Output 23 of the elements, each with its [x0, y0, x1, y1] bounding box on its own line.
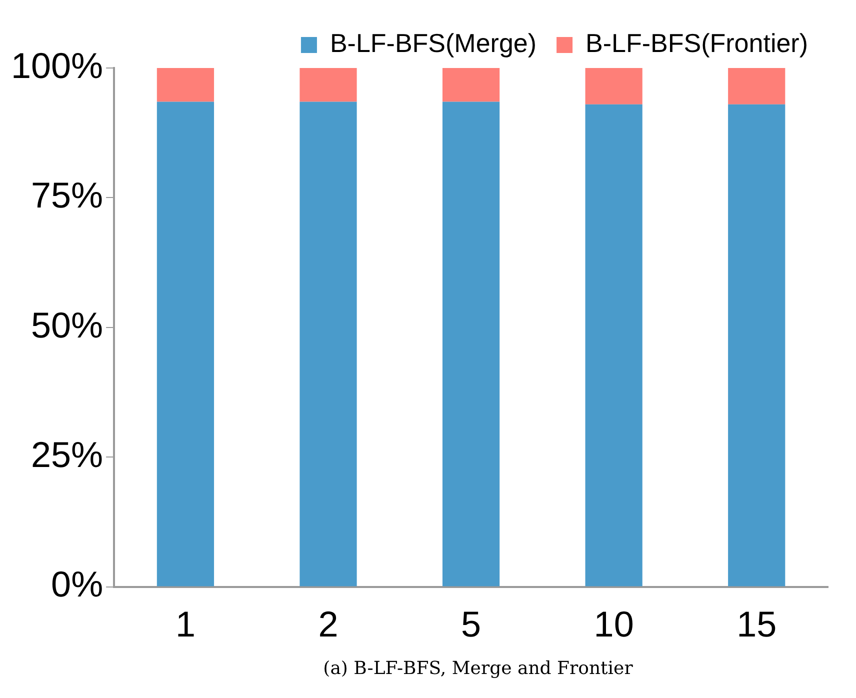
bar — [728, 104, 786, 586]
legend-label: B-LF-BFS(Frontier) — [586, 28, 808, 58]
bar — [156, 68, 214, 102]
x-tick-label: 1 — [175, 603, 196, 644]
x-tick-label: 5 — [461, 603, 482, 644]
text: (a) B-LF-BFS, Merge and Frontier — [322, 658, 634, 679]
x-tick-label: 15 — [736, 603, 777, 644]
bar — [585, 104, 642, 586]
y-tick-label: 25% — [31, 434, 104, 476]
legend-label: B-LF-BFS(Merge) — [330, 28, 537, 58]
y-tick-label: 75% — [31, 174, 104, 216]
bar — [442, 102, 500, 586]
bar — [156, 102, 214, 586]
y-tick-label: 50% — [31, 304, 104, 346]
y-tick-label: 100% — [10, 44, 104, 86]
x-tick-label: 2 — [318, 603, 338, 644]
bar — [585, 68, 642, 104]
bar — [442, 68, 500, 102]
bar — [300, 102, 357, 586]
x-tick-label: 10 — [594, 603, 634, 644]
bar — [300, 68, 357, 102]
bar — [728, 68, 786, 104]
y-tick-label: 0% — [51, 564, 104, 605]
